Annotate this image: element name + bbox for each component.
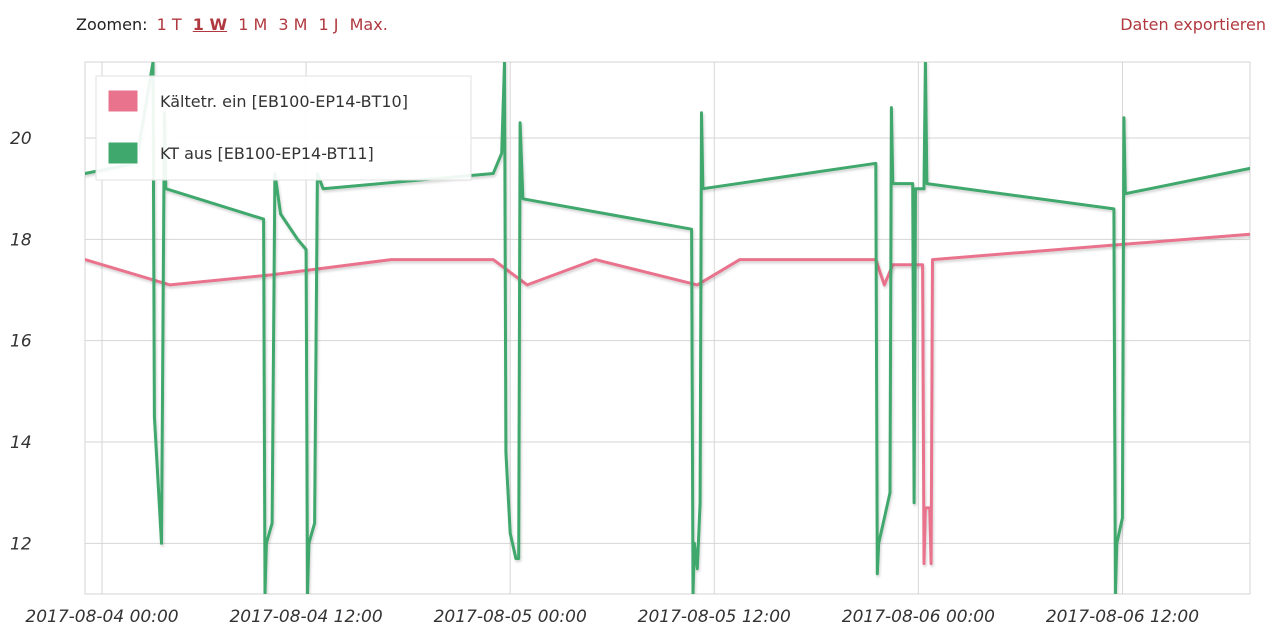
x-tick-label: 2017-08-05 12:00 [638, 607, 791, 627]
export-data-link[interactable]: Daten exportieren [1120, 15, 1266, 34]
axes: 12 14 16 18 20 2017-08-04 00:00 2017-08-04 12:… [10, 129, 1199, 627]
zoom-label: Zoomen: [76, 15, 148, 34]
legend: Kältetr. ein [EB100-EP14-BT10] KT aus [EB… [95, 75, 472, 181]
legend-label[interactable]: Kältetr. ein [EB100-EP14-BT10] [160, 92, 408, 111]
legend-swatch [107, 141, 139, 165]
x-tick-label: 2017-08-04 00:00 [25, 607, 178, 627]
legend-label[interactable]: KT aus [EB100-EP14-BT11] [160, 144, 374, 163]
zoom-option-1-month[interactable]: 1 M [238, 15, 268, 34]
zoom-option-1-year[interactable]: 1 J [318, 15, 339, 34]
x-tick-label: 2017-08-04 12:00 [229, 607, 382, 627]
y-tick-label: 20 [10, 129, 32, 149]
y-tick-label: 18 [10, 230, 32, 250]
grid [84, 61, 1251, 595]
x-tick-label: 2017-08-06 00:00 [842, 607, 995, 627]
series-line-2 [85, 62, 1250, 594]
y-tick-label: 16 [10, 332, 32, 352]
y-tick-label: 12 [10, 534, 32, 554]
zoom-option-max[interactable]: Max. [349, 15, 388, 34]
y-tick-label: 14 [10, 433, 32, 453]
plot-frame [84, 61, 1251, 595]
x-tick-label: 2017-08-05 00:00 [434, 607, 587, 627]
series-lines [85, 62, 1250, 594]
zoom-option-1-week[interactable]: 1 W [192, 15, 228, 34]
zoom-option-1-day[interactable]: 1 T [156, 15, 182, 34]
x-tick-label: 2017-08-06 12:00 [1046, 607, 1199, 627]
zoom-bar: Zoomen: 1 T 1 W 1 M 3 M 1 J Max. [76, 15, 394, 34]
legend-swatch [107, 89, 139, 113]
legend-box [95, 75, 472, 181]
series-line-1 [85, 232, 1250, 566]
zoom-option-3-months[interactable]: 3 M [278, 15, 308, 34]
